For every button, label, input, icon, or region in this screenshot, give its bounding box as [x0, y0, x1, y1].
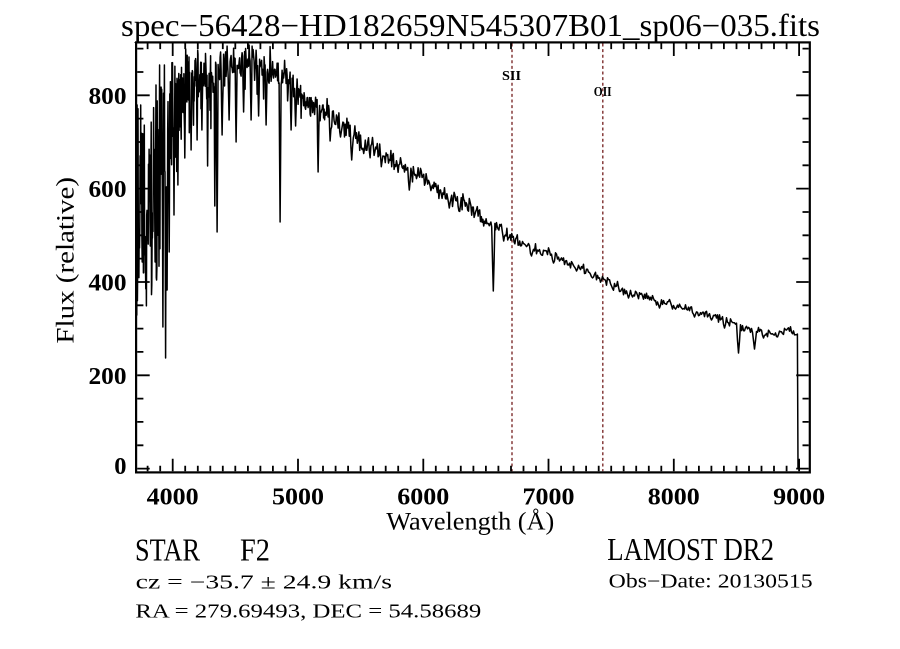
svg-text:4000: 4000	[147, 484, 199, 511]
svg-text:9000: 9000	[773, 484, 825, 511]
svg-text:8000: 8000	[648, 484, 700, 511]
svg-text:Wavelength (Å): Wavelength (Å)	[386, 508, 554, 535]
svg-text:7000: 7000	[523, 484, 575, 511]
svg-text:200: 200	[89, 363, 127, 390]
svg-text:SII: SII	[502, 69, 521, 84]
svg-text:6000: 6000	[397, 484, 449, 511]
svg-text:RA = 279.69493, DEC = 54.5868: RA = 279.69493, DEC = 54.58689	[135, 602, 481, 623]
svg-text:5000: 5000	[272, 484, 324, 511]
svg-text:LAMOST DR2: LAMOST DR2	[607, 532, 774, 567]
svg-text:F2: F2	[240, 532, 270, 567]
svg-text:800: 800	[89, 83, 127, 110]
svg-text:spec−56428−HD182659N545307B01_: spec−56428−HD182659N545307B01_sp06−035.f…	[121, 8, 820, 43]
svg-text:STAR: STAR	[135, 532, 200, 567]
svg-text:400: 400	[89, 270, 127, 297]
svg-text:600: 600	[89, 176, 127, 203]
svg-text:Flux (relative): Flux (relative)	[53, 177, 80, 344]
svg-text:cz = −35.7 ± 24.9 km/s: cz = −35.7 ± 24.9 km/s	[136, 572, 392, 593]
svg-text:Obs−Date: 20130515: Obs−Date: 20130515	[609, 571, 813, 592]
svg-text:OII: OII	[594, 85, 612, 100]
svg-text:0: 0	[114, 453, 126, 480]
